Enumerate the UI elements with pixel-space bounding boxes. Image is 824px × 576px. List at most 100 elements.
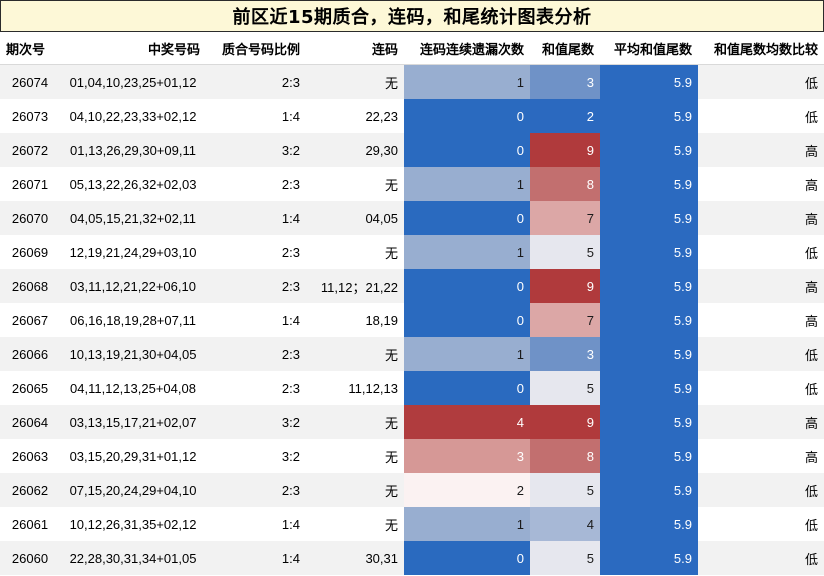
cell-numbers: 01,13,26,29,30+09,11 <box>60 133 206 167</box>
cell-avg: 5.9 <box>600 269 698 303</box>
cell-avg: 5.9 <box>600 99 698 133</box>
cell-ratio: 2:3 <box>206 64 306 99</box>
cell-ratio: 1:4 <box>206 201 306 235</box>
cell-miss: 1 <box>404 337 530 371</box>
cell-ratio: 3:2 <box>206 405 306 439</box>
page-title: 前区近15期质合，连码，和尾统计图表分析 <box>0 0 824 32</box>
cell-numbers: 04,11,12,13,25+04,08 <box>60 371 206 405</box>
cell-consecutive: 29,30 <box>306 133 404 167</box>
cell-tail: 8 <box>530 167 600 201</box>
cell-numbers: 10,13,19,21,30+04,05 <box>60 337 206 371</box>
cell-tail: 9 <box>530 269 600 303</box>
cell-consecutive: 30,31 <box>306 541 404 575</box>
cell-ratio: 3:2 <box>206 439 306 473</box>
table-row: 26072 01,13,26,29,30+09,11 3:2 29,30 0 9 5.9 高 <box>0 133 824 167</box>
cell-miss: 0 <box>404 541 530 575</box>
cell-numbers: 03,11,12,21,22+06,10 <box>60 269 206 303</box>
col-header-ratio: 质合号码比例 <box>206 32 306 65</box>
cell-numbers: 22,28,30,31,34+01,05 <box>60 541 206 575</box>
cell-compare: 高 <box>698 133 824 167</box>
col-header-compare: 和值尾数均数比较 <box>698 32 824 65</box>
cell-miss: 0 <box>404 99 530 133</box>
table-row: 26061 10,12,26,31,35+02,12 1:4 无 1 4 5.9 低 <box>0 507 824 541</box>
cell-tail: 5 <box>530 371 600 405</box>
table-row: 26060 22,28,30,31,34+01,05 1:4 30,31 0 5 5.9 低 <box>0 541 824 575</box>
col-header-consecutive: 连码 <box>306 32 404 65</box>
table-row: 26065 04,11,12,13,25+04,08 2:3 11,12,13 0 5 5.… <box>0 371 824 405</box>
cell-compare: 低 <box>698 473 824 507</box>
cell-miss: 0 <box>404 371 530 405</box>
cell-consecutive: 无 <box>306 507 404 541</box>
cell-avg: 5.9 <box>600 337 698 371</box>
cell-miss: 0 <box>404 303 530 337</box>
header-row: 期次号 中奖号码 质合号码比例 连码 连码连续遗漏次数 和值尾数 平均和值尾数 … <box>0 32 824 65</box>
table-row: 26071 05,13,22,26,32+02,03 2:3 无 1 8 5.9 高 <box>0 167 824 201</box>
cell-avg: 5.9 <box>600 235 698 269</box>
cell-issue: 26064 <box>0 405 60 439</box>
cell-avg: 5.9 <box>600 201 698 235</box>
cell-compare: 低 <box>698 371 824 405</box>
cell-consecutive: 11,12,13 <box>306 371 404 405</box>
cell-compare: 高 <box>698 439 824 473</box>
cell-numbers: 05,13,22,26,32+02,03 <box>60 167 206 201</box>
cell-compare: 高 <box>698 269 824 303</box>
cell-miss: 0 <box>404 133 530 167</box>
cell-ratio: 2:3 <box>206 235 306 269</box>
cell-numbers: 03,15,20,29,31+01,12 <box>60 439 206 473</box>
cell-numbers: 04,05,15,21,32+02,11 <box>60 201 206 235</box>
cell-tail: 8 <box>530 439 600 473</box>
cell-consecutive: 18,19 <box>306 303 404 337</box>
cell-tail: 3 <box>530 64 600 99</box>
cell-miss: 2 <box>404 473 530 507</box>
cell-miss: 1 <box>404 64 530 99</box>
cell-avg: 5.9 <box>600 405 698 439</box>
cell-avg: 5.9 <box>600 371 698 405</box>
cell-tail: 9 <box>530 405 600 439</box>
col-header-avg: 平均和值尾数 <box>600 32 698 65</box>
cell-numbers: 07,15,20,24,29+04,10 <box>60 473 206 507</box>
cell-numbers: 12,19,21,24,29+03,10 <box>60 235 206 269</box>
cell-compare: 低 <box>698 507 824 541</box>
table-row: 26063 03,15,20,29,31+01,12 3:2 无 3 8 5.9 高 <box>0 439 824 473</box>
cell-issue: 26070 <box>0 201 60 235</box>
cell-ratio: 3:2 <box>206 133 306 167</box>
cell-avg: 5.9 <box>600 167 698 201</box>
cell-ratio: 2:3 <box>206 269 306 303</box>
cell-issue: 26068 <box>0 269 60 303</box>
cell-issue: 26061 <box>0 507 60 541</box>
cell-numbers: 06,16,18,19,28+07,11 <box>60 303 206 337</box>
table-body: 26074 01,04,10,23,25+01,12 2:3 无 1 3 5.9 低 26073… <box>0 64 824 575</box>
cell-issue: 26063 <box>0 439 60 473</box>
col-header-numbers: 中奖号码 <box>60 32 206 65</box>
cell-avg: 5.9 <box>600 64 698 99</box>
cell-tail: 2 <box>530 99 600 133</box>
cell-compare: 低 <box>698 337 824 371</box>
cell-avg: 5.9 <box>600 473 698 507</box>
cell-ratio: 2:3 <box>206 371 306 405</box>
cell-ratio: 2:3 <box>206 337 306 371</box>
cell-issue: 26071 <box>0 167 60 201</box>
cell-issue: 26067 <box>0 303 60 337</box>
cell-issue: 26072 <box>0 133 60 167</box>
cell-compare: 低 <box>698 64 824 99</box>
cell-ratio: 1:4 <box>206 541 306 575</box>
table-row: 26066 10,13,19,21,30+04,05 2:3 无 1 3 5.9 低 <box>0 337 824 371</box>
cell-tail: 7 <box>530 201 600 235</box>
cell-issue: 26062 <box>0 473 60 507</box>
cell-tail: 3 <box>530 337 600 371</box>
cell-consecutive: 无 <box>306 235 404 269</box>
cell-compare: 高 <box>698 303 824 337</box>
cell-miss: 1 <box>404 167 530 201</box>
cell-tail: 5 <box>530 473 600 507</box>
cell-avg: 5.9 <box>600 507 698 541</box>
cell-compare: 高 <box>698 201 824 235</box>
cell-ratio: 1:4 <box>206 99 306 133</box>
cell-issue: 26074 <box>0 64 60 99</box>
cell-consecutive: 04,05 <box>306 201 404 235</box>
stats-table: 期次号 中奖号码 质合号码比例 连码 连码连续遗漏次数 和值尾数 平均和值尾数 … <box>0 32 824 575</box>
cell-consecutive: 11,12；21,22 <box>306 269 404 303</box>
cell-avg: 5.9 <box>600 439 698 473</box>
table-row: 26073 04,10,22,23,33+02,12 1:4 22,23 0 2 5.9 低 <box>0 99 824 133</box>
cell-miss: 4 <box>404 405 530 439</box>
